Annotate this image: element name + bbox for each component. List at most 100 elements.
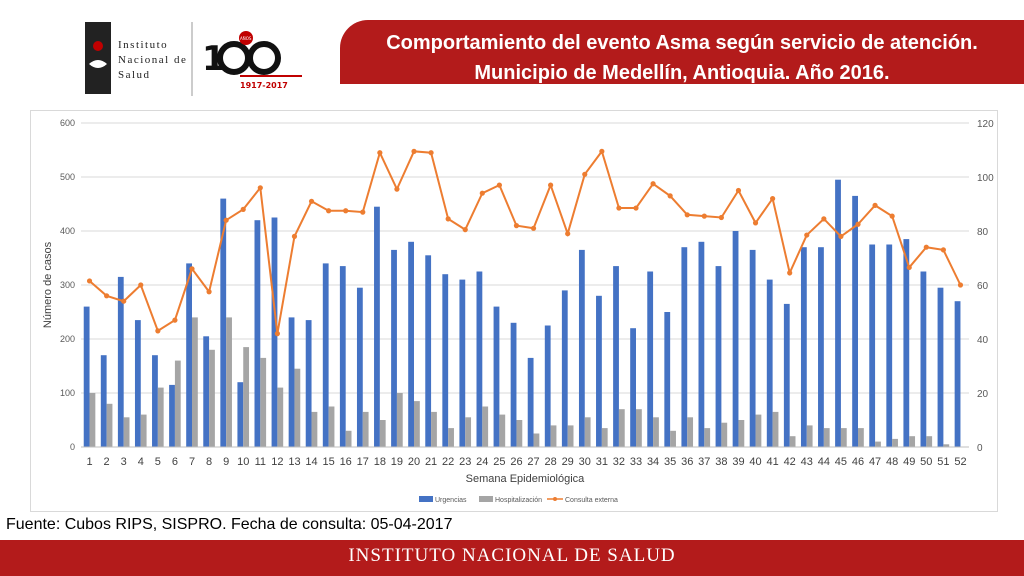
urgencias-bar bbox=[117, 276, 124, 447]
consulta-externa-point bbox=[513, 223, 520, 229]
consulta-externa-point bbox=[308, 198, 315, 204]
hospitalizacion-bar bbox=[465, 417, 472, 447]
x-tick-label: 51 bbox=[937, 456, 949, 468]
hospitalizacion-bar bbox=[789, 436, 796, 447]
hospitalizacion-bar bbox=[858, 428, 864, 447]
y-tick-label: 300 bbox=[60, 280, 75, 290]
urgencias-bar bbox=[681, 247, 688, 447]
x-tick-label: 49 bbox=[903, 456, 915, 468]
urgencias-bar bbox=[835, 179, 841, 447]
urgencias-bar bbox=[493, 306, 500, 447]
hospitalizacion-bar bbox=[721, 422, 728, 447]
y-axis-title: Número de casos bbox=[42, 241, 54, 328]
hospitalizacion-bar bbox=[260, 357, 267, 447]
x-tick-label: 7 bbox=[189, 456, 195, 468]
urgencias-bar bbox=[920, 271, 927, 447]
y-tick-label: 500 bbox=[60, 172, 75, 182]
y-tick-label: 600 bbox=[60, 118, 75, 128]
legend-swatch-dot bbox=[553, 497, 557, 501]
logo-line1: Instituto bbox=[118, 39, 168, 51]
y2-tick-label: 40 bbox=[977, 335, 989, 346]
hospitalizacion-bar bbox=[192, 317, 198, 447]
page-title-line1: Comportamiento del evento Asma según ser… bbox=[386, 32, 978, 54]
consulta-externa-point bbox=[633, 205, 639, 211]
x-tick-label: 42 bbox=[784, 456, 796, 468]
hospitalizacion-bar bbox=[448, 428, 454, 447]
badge-text: AÑOS bbox=[240, 36, 252, 41]
consulta-externa-point bbox=[923, 244, 929, 250]
urgencias-bar bbox=[322, 263, 329, 447]
consulta-externa-point bbox=[360, 209, 366, 215]
hospitalizacion-bar bbox=[687, 417, 694, 447]
hospitalizacion-bar bbox=[414, 401, 420, 447]
urgencias-bar bbox=[152, 355, 158, 447]
x-tick-label: 52 bbox=[954, 456, 966, 468]
consulta-externa-point bbox=[599, 148, 605, 154]
consulta-externa-point bbox=[787, 270, 793, 276]
x-tick-label: 31 bbox=[596, 456, 608, 468]
y2-tick-label: 60 bbox=[977, 281, 989, 292]
consulta-externa-point bbox=[821, 216, 827, 222]
x-tick-label: 48 bbox=[886, 456, 898, 468]
consulta-externa-point bbox=[343, 208, 349, 214]
hospitalizacion-bar bbox=[704, 428, 711, 447]
y2-tick-label: 0 bbox=[977, 443, 983, 454]
x-tick-label: 6 bbox=[172, 456, 178, 468]
consulta-externa-point bbox=[155, 328, 161, 334]
hospitalizacion-bar bbox=[311, 411, 318, 447]
urgencias-bar bbox=[647, 271, 654, 447]
badge-zero2-icon bbox=[247, 41, 281, 75]
hospitalizacion-bar bbox=[209, 349, 215, 447]
x-tick-label: 35 bbox=[664, 456, 676, 468]
footer-text: INSTITUTO NACIONAL DE SALUD bbox=[348, 545, 676, 566]
x-tick-label: 21 bbox=[425, 456, 437, 468]
hospitalizacion-bar bbox=[123, 417, 130, 447]
hospitalizacion-bar bbox=[892, 438, 898, 447]
x-tick-label: 20 bbox=[408, 456, 420, 468]
hospitalizacion-bar bbox=[875, 441, 881, 447]
urgencias-bar bbox=[818, 247, 824, 447]
hospitalizacion-bar bbox=[755, 414, 762, 447]
hospitalizacion-bar bbox=[379, 420, 386, 447]
x-tick-label: 34 bbox=[647, 456, 659, 468]
hospitalizacion-bar bbox=[243, 347, 250, 447]
hospitalizacion-bar bbox=[653, 417, 659, 447]
urgencias-bar bbox=[510, 322, 517, 447]
urgencias-bar bbox=[544, 325, 551, 447]
consulta-externa-point bbox=[565, 231, 571, 237]
consulta-externa-point bbox=[326, 208, 332, 214]
hospitalizacion-bar bbox=[516, 420, 523, 447]
x-tick-label: 44 bbox=[818, 456, 830, 468]
hospitalizacion-bar bbox=[772, 411, 779, 447]
y2-tick-label: 20 bbox=[977, 389, 989, 400]
hospitalizacion-bar bbox=[294, 368, 301, 447]
logo-line2: Nacional de bbox=[118, 54, 187, 66]
source-note: Fuente: Cubos RIPS, SISPRO. Fecha de con… bbox=[6, 516, 453, 533]
urgencias-bar bbox=[613, 266, 619, 447]
hospitalizacion-bar bbox=[140, 414, 147, 447]
x-tick-label: 14 bbox=[305, 456, 317, 468]
consulta-externa-point bbox=[172, 317, 178, 323]
x-tick-label: 16 bbox=[340, 456, 352, 468]
x-tick-label: 32 bbox=[613, 456, 625, 468]
x-tick-label: 38 bbox=[715, 456, 727, 468]
consulta-externa-point bbox=[377, 150, 383, 156]
consulta-externa-point bbox=[394, 186, 400, 192]
urgencias-bar bbox=[937, 287, 944, 447]
consulta-externa-point bbox=[462, 227, 468, 233]
urgencias-bar bbox=[391, 249, 397, 447]
x-tick-label: 1 bbox=[86, 456, 92, 468]
urgencias-bar bbox=[237, 382, 244, 447]
consulta-externa-point bbox=[906, 264, 912, 271]
urgencias-bar bbox=[169, 384, 175, 447]
urgencias-bar bbox=[476, 271, 483, 447]
x-tick-label: 39 bbox=[732, 456, 744, 468]
x-tick-label: 46 bbox=[852, 456, 864, 468]
urgencias-bar bbox=[903, 239, 910, 447]
consulta-externa-point bbox=[206, 289, 212, 295]
hospitalizacion-bar bbox=[567, 425, 574, 447]
x-tick-label: 24 bbox=[476, 456, 488, 468]
hospitalizacion-bar bbox=[806, 425, 813, 447]
x-tick-label: 12 bbox=[271, 456, 283, 468]
